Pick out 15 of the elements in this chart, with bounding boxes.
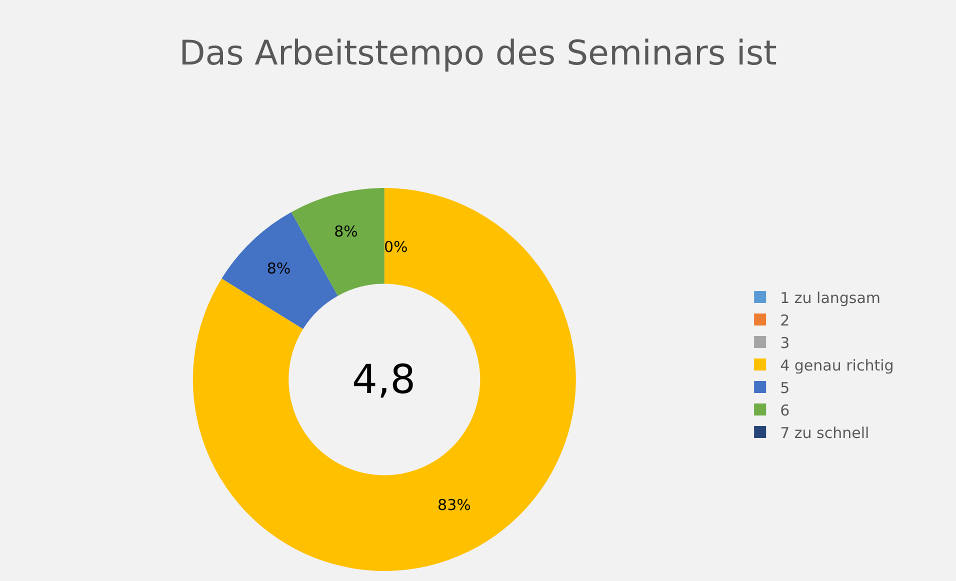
- legend-label: 3: [780, 334, 790, 352]
- donut-slice: [291, 188, 384, 296]
- legend-label: 7 zu schnell: [780, 424, 870, 442]
- chart-title: Das Arbeitstempo des Seminars ist: [179, 33, 777, 74]
- donut-slice: [193, 188, 576, 571]
- data-label: 8%: [334, 222, 358, 240]
- data-label: 83%: [438, 496, 471, 514]
- legend-label: 5: [780, 378, 790, 397]
- text: 0%: [384, 238, 408, 256]
- data-label: 8%: [266, 260, 291, 278]
- legend-label: 2: [780, 311, 790, 330]
- legend-label: 1 zu langsam: [780, 288, 881, 307]
- legend-label: 4 genau richtig: [780, 356, 894, 374]
- text: 4,8: [352, 357, 416, 403]
- legend-label: 6: [780, 401, 790, 420]
